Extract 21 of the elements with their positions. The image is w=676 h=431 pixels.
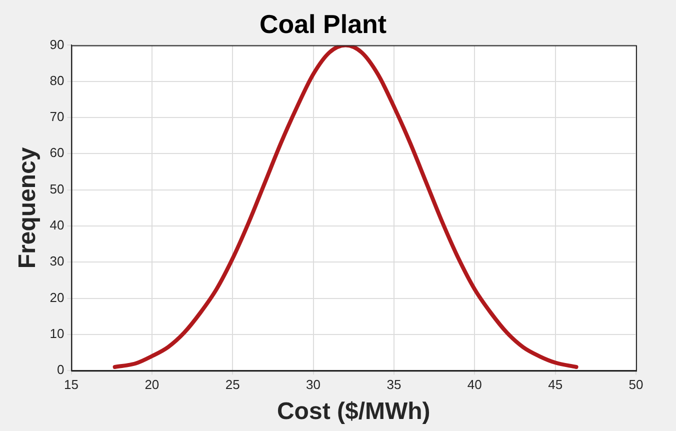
x-axis-title: Cost ($/MWh) [276, 398, 430, 426]
y-axis-title: Frequency [14, 146, 42, 269]
x-tick-label: 40 [467, 376, 482, 392]
y-tick-label: 60 [50, 145, 64, 160]
x-tick-label: 35 [386, 376, 402, 392]
x-tick-label: 20 [144, 376, 160, 392]
y-tick-label: 20 [50, 290, 64, 305]
x-tick-label: 25 [225, 376, 240, 392]
x-tick-label: 45 [548, 376, 563, 392]
x-tick-label: 15 [64, 376, 78, 392]
x-tick-label: 50 [628, 376, 644, 392]
y-tick-label: 90 [50, 36, 64, 52]
y-tick-label: 80 [50, 72, 64, 88]
y-tick-label: 40 [50, 218, 64, 233]
y-tick-label: 70 [50, 109, 64, 124]
y-tick-label: 30 [50, 254, 64, 269]
x-tick-label: 30 [306, 376, 321, 392]
y-tick-label: 10 [50, 326, 64, 342]
y-tick-label: 0 [57, 362, 64, 378]
chart-title: Coal Plant [259, 8, 387, 39]
y-tick-label: 50 [50, 181, 64, 196]
